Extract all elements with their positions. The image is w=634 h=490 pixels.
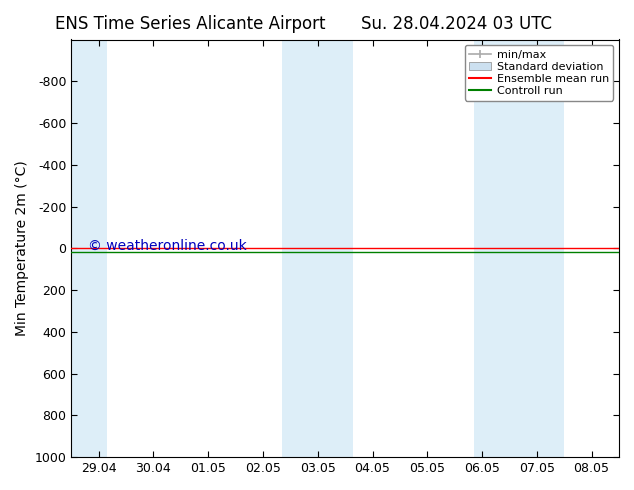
Y-axis label: Min Temperature 2m (°C): Min Temperature 2m (°C): [15, 160, 29, 336]
Bar: [282, 40, 353, 457]
Text: © weatheronline.co.uk: © weatheronline.co.uk: [87, 239, 247, 253]
Text: Su. 28.04.2024 03 UTC: Su. 28.04.2024 03 UTC: [361, 15, 552, 33]
Text: ENS Time Series Alicante Airport: ENS Time Series Alicante Airport: [55, 15, 325, 33]
Legend: min/max, Standard deviation, Ensemble mean run, Controll run: min/max, Standard deviation, Ensemble me…: [465, 45, 614, 100]
Bar: [71, 40, 107, 457]
Bar: [474, 40, 564, 457]
